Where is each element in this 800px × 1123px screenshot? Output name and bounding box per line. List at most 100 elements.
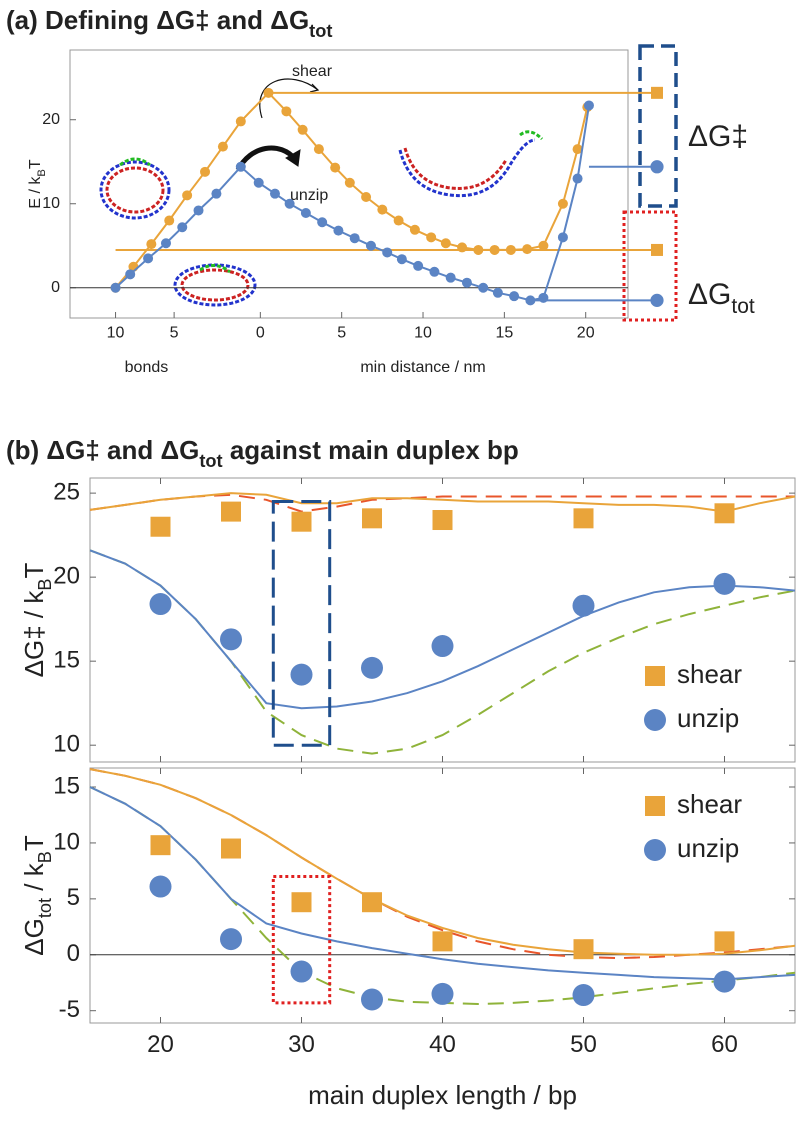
data-point [182,190,193,201]
y-axis-label-part: B [36,169,48,176]
series-line [114,91,589,289]
data-point [290,960,313,983]
data-point [473,244,484,255]
data-point [220,628,242,651]
unzip-arrowhead [285,149,301,167]
data-point [713,572,736,595]
panel-title-part: against main duplex bp [223,435,519,465]
y-axis-label-part: ΔG‡ / k [19,590,49,678]
data-point [164,215,175,226]
level-label: ΔGtot [688,278,755,318]
plot-frame [69,49,629,319]
level-marker [650,293,664,307]
data-point [177,222,188,233]
data-point [291,511,312,532]
data-point [413,260,424,271]
data-point [263,87,274,98]
y-axis-label-part: B [35,579,55,591]
data-point [349,233,360,244]
legend-marker [644,709,666,731]
data-point [281,106,292,117]
data-point [440,238,451,249]
data-point [432,510,453,531]
legend-label: unzip [677,703,739,733]
x-tick-label: 20 [577,324,595,341]
y-tick-label: 0 [67,940,80,967]
data-point [150,516,171,537]
data-point [253,177,264,188]
data-point [362,508,382,529]
x-tick-label: 60 [711,1031,738,1058]
data-point [489,244,500,255]
dna-sketch [519,130,544,141]
data-point [235,116,246,127]
data-point [125,269,136,280]
shear-arrow [259,78,319,119]
data-point [297,124,308,135]
data-point [409,224,420,235]
data-point [290,663,313,686]
y-tick-label: 20 [42,111,60,128]
data-point [538,292,549,303]
data-point [557,198,568,209]
data-point [572,144,583,155]
data-point [333,225,344,236]
y-tick-label: 25 [53,478,80,505]
data-point [583,100,594,111]
x-axis-label: min distance / nm [360,359,485,376]
data-point [714,931,735,952]
data-point [291,892,312,913]
data-point [573,508,594,529]
y-axis-label-part: T [27,159,44,169]
x-tick-label: 5 [170,324,179,341]
x-tick-label: 20 [147,1031,174,1058]
level-marker [650,160,664,174]
data-point [522,244,533,255]
data-point [221,501,241,522]
highlight-box [271,500,332,747]
level-label-part: tot [731,295,755,318]
data-point [220,928,242,951]
data-point [713,970,736,993]
x-axis-label: bonds [125,359,169,376]
data-point [393,215,404,226]
dna-sketches [99,130,544,307]
data-point [382,247,393,258]
data-point [284,198,295,209]
data-point [146,239,157,250]
annotation: unzip [290,187,328,204]
x-tick-label: 5 [337,324,346,341]
data-point [300,207,311,218]
y-axis-label-part: B [35,851,55,863]
data-point [217,141,228,152]
dna-sketch [398,138,536,198]
dna-sketch [105,166,165,214]
dna-sketch [99,160,171,220]
data-point [431,982,454,1005]
data-point [160,238,171,249]
data-point [432,931,453,952]
data-point [572,173,583,184]
model-curve [89,786,796,981]
model-curve [89,549,796,710]
model-curve [89,786,796,1006]
data-point [143,253,154,264]
highlight-box [271,874,332,1005]
y-tick-label: 5 [67,884,80,911]
data-point [361,988,383,1011]
legend-label: shear [677,659,742,689]
data-point [193,205,204,216]
legend-marker [645,666,665,686]
data-point [317,217,328,228]
data-point [365,240,376,251]
legend-marker [645,796,665,816]
y-axis-label-part: E / k [27,176,44,209]
panel-title: (b) ΔG‡ and ΔGtot against main duplex bp [6,435,519,471]
panel-title-part: tot [309,21,332,41]
y-axis-label: E / kBT [27,159,48,208]
y-tick-label: 0 [51,279,60,296]
data-point [200,166,211,177]
data-point [361,192,372,203]
shear-arrowhead [309,83,320,93]
model-curve [89,493,795,513]
